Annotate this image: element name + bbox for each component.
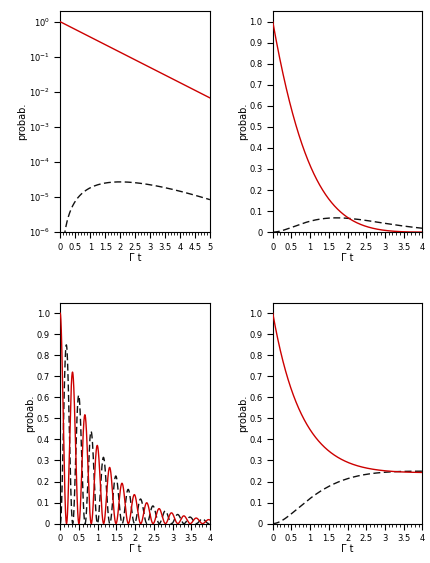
Y-axis label: probab.: probab. (237, 395, 247, 432)
X-axis label: Γ t: Γ t (129, 544, 141, 555)
X-axis label: Γ t: Γ t (341, 544, 353, 555)
Y-axis label: probab.: probab. (25, 395, 35, 432)
Y-axis label: probab.: probab. (237, 103, 247, 140)
X-axis label: Γ t: Γ t (129, 253, 141, 263)
Y-axis label: probab.: probab. (18, 103, 28, 140)
X-axis label: Γ t: Γ t (341, 253, 353, 263)
